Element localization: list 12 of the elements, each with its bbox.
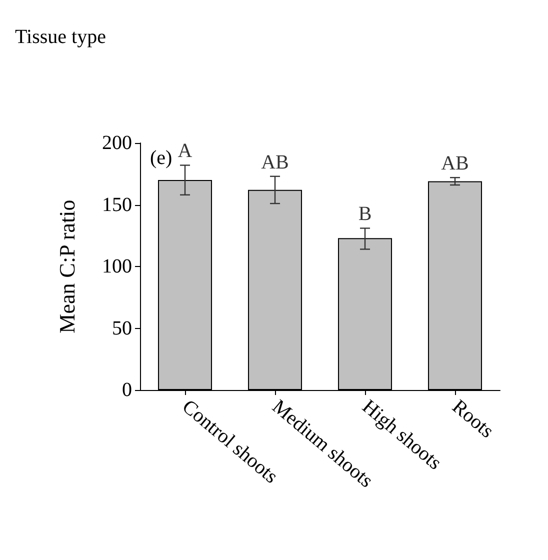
annotation: AB: [441, 152, 469, 175]
y-tick-label: 150: [102, 194, 132, 216]
y-axis-title: Mean C:P ratio: [54, 200, 80, 334]
annotation: B: [358, 203, 372, 226]
chart-title: Tissue type: [15, 26, 106, 48]
y-tick-label: 0: [122, 379, 132, 401]
y-tick-label: 50: [112, 317, 132, 340]
y-tick-label: 100: [102, 256, 132, 278]
annotation: (e): [150, 147, 172, 169]
y-tick-label: 200: [102, 132, 132, 154]
annotation: A: [178, 140, 193, 162]
annotation: AB: [261, 151, 289, 174]
